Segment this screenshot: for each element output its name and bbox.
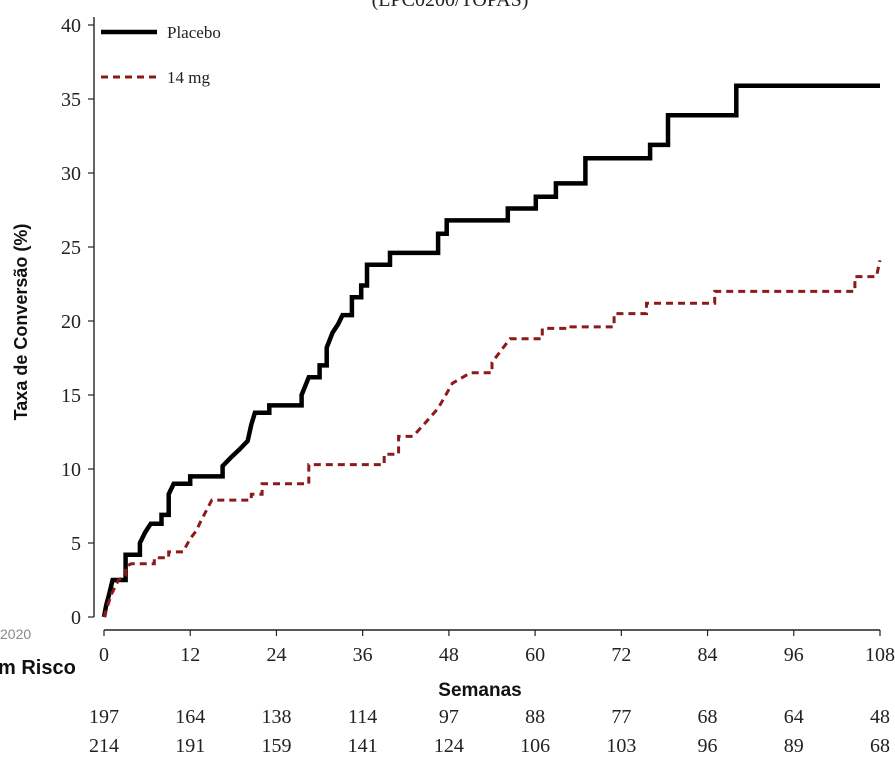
legend: Placebo 14 mg	[101, 23, 221, 87]
chart-title-fragment: (LPC0200/TOPAS)	[372, 0, 529, 11]
y-tick-label: 10	[61, 459, 81, 481]
at-risk-14mg-value: 68	[870, 735, 890, 757]
y-axis-label: Taxa de Conversão (%)	[11, 224, 31, 421]
axes: 0 5 10 15 20 25 30 35 40 0 12 24 36 48 60 72 84 96 108	[61, 15, 895, 666]
at-risk-14mg-value: 106	[520, 735, 550, 757]
at-risk-14mg-value: 141	[348, 735, 378, 757]
y-tick-label: 30	[61, 163, 81, 185]
y-tick-label: 15	[61, 385, 81, 407]
at-risk-placebo-value: 97	[439, 706, 459, 728]
at-risk-placebo-value: 138	[261, 706, 291, 728]
at-risk-placebo-value: 68	[698, 706, 718, 728]
at-risk-14mg-value: 191	[175, 735, 205, 757]
at-risk-placebo-value: 88	[525, 706, 545, 728]
x-tick-label: 36	[353, 644, 373, 666]
y-tick-label: 5	[71, 533, 81, 555]
at-risk-14mg-value: 214	[89, 735, 119, 757]
at-risk-14mg-value: 103	[606, 735, 636, 757]
legend-label-14mg: 14 mg	[167, 68, 210, 87]
y-tick-label: 25	[61, 237, 81, 259]
x-tick-label: 12	[180, 644, 200, 666]
at-risk-placebo-value: 197	[89, 706, 119, 728]
at-risk-placebo-value: 114	[348, 706, 377, 728]
y-tick-label: 35	[61, 89, 81, 111]
x-tick-label: 108	[865, 644, 895, 666]
series-line-placebo	[101, 83, 880, 618]
y-tick-label: 20	[61, 311, 81, 333]
watermark: 2020	[0, 626, 32, 642]
series-layer	[101, 83, 882, 618]
legend-label-placebo: Placebo	[167, 23, 221, 42]
x-tick-label: 60	[525, 644, 545, 666]
x-tick-label: 48	[439, 644, 459, 666]
x-axis-label: Semanas	[438, 680, 521, 701]
at-risk-label: m Risco	[0, 657, 76, 679]
at-risk-14mg-value: 124	[434, 735, 464, 757]
at-risk-placebo-value: 48	[870, 706, 890, 728]
at-risk-14mg-value: 159	[261, 735, 291, 757]
y-tick-label: 40	[61, 15, 81, 37]
x-tick-label: 96	[784, 644, 804, 666]
x-tick-label: 0	[99, 644, 109, 666]
x-tick-label: 72	[611, 644, 631, 666]
x-tick-label: 84	[698, 644, 718, 666]
x-tick-label: 24	[266, 644, 286, 666]
at-risk-placebo-value: 64	[784, 706, 804, 728]
at-risk-placebo-value: 77	[611, 706, 631, 728]
at-risk-placebo-value: 164	[175, 706, 205, 728]
y-tick-label: 0	[71, 607, 81, 629]
at-risk-table: 197 164 138 114 97 88 77 68 64 48 214 191 159 141 124 1…	[89, 706, 890, 757]
at-risk-14mg-value: 89	[784, 735, 804, 757]
series-line-14mg	[102, 259, 882, 618]
at-risk-14mg-value: 96	[698, 735, 718, 757]
